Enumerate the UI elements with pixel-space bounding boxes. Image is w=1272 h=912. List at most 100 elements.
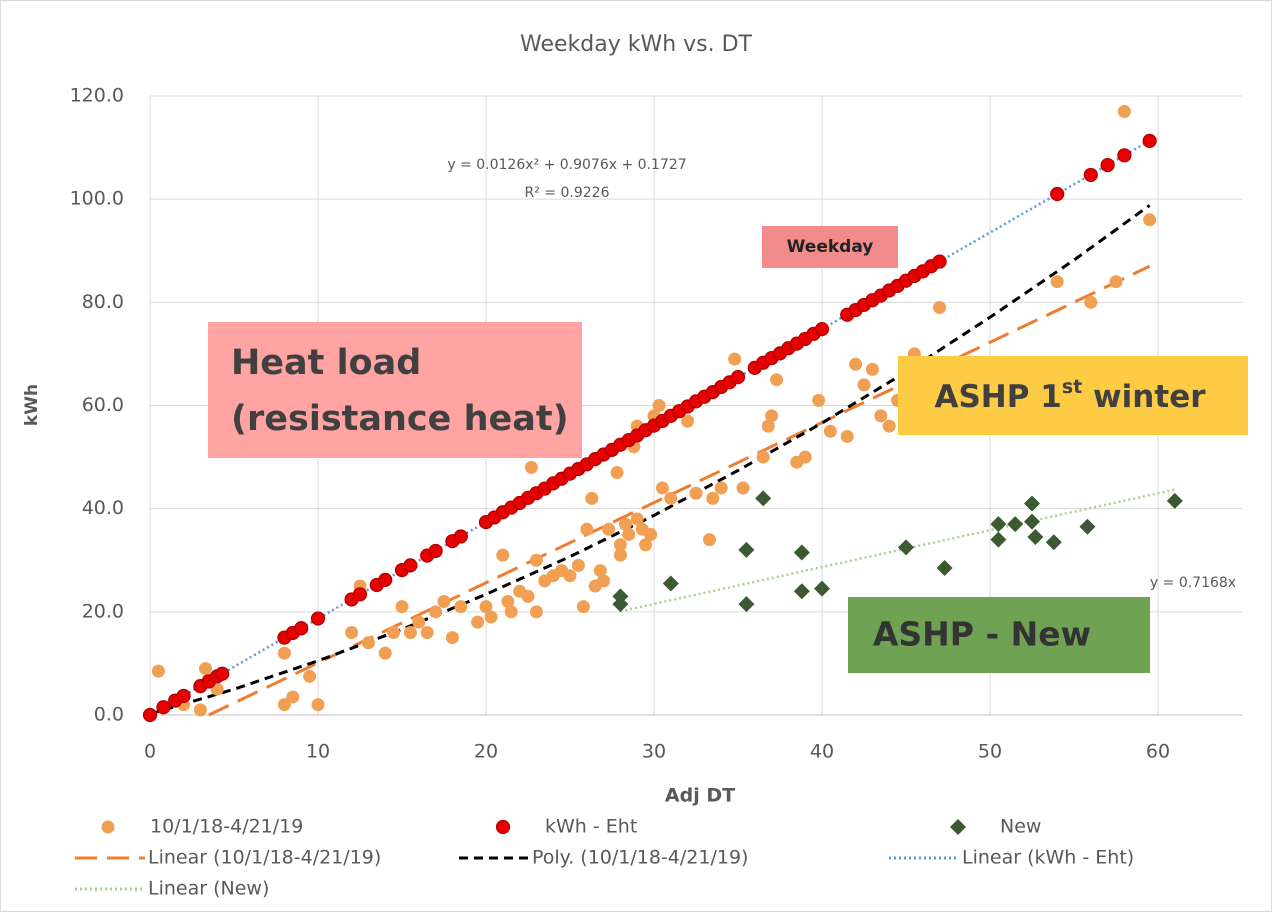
- point: [310, 611, 326, 626]
- point: [277, 646, 291, 660]
- point: [689, 486, 703, 500]
- point: [215, 666, 230, 681]
- diamond-marker: [738, 596, 755, 613]
- point: [622, 527, 636, 541]
- point: [580, 522, 594, 536]
- point: [311, 698, 325, 712]
- chart-title: Weekday kWh vs. DT: [520, 32, 753, 57]
- point: [639, 538, 653, 552]
- diamond-marker: [1045, 534, 1062, 551]
- point: [286, 690, 300, 704]
- annotation-text-part: st: [1062, 376, 1082, 398]
- diamond-marker: [1024, 513, 1040, 530]
- diamond-marker: [1024, 495, 1040, 512]
- x-tick-label: 0: [144, 741, 156, 763]
- diamond-marker: [936, 559, 953, 576]
- point: [387, 625, 401, 639]
- diamond-marker: [612, 588, 629, 605]
- point: [277, 698, 291, 712]
- point: [193, 703, 207, 717]
- y-tick-label: 100.0: [70, 188, 124, 210]
- point: [529, 605, 543, 619]
- point: [571, 558, 585, 572]
- annotation-text: Heat load: [231, 343, 421, 383]
- diamond-marker: [950, 819, 966, 835]
- point: [176, 688, 191, 704]
- point: [412, 615, 426, 629]
- point: [798, 450, 812, 464]
- point: [501, 595, 515, 609]
- point: [428, 543, 443, 559]
- point: [151, 664, 165, 678]
- y-tick-label: 60.0: [82, 394, 124, 416]
- point: [403, 558, 418, 573]
- point: [345, 625, 359, 639]
- trendline: [149, 204, 1151, 716]
- x-axis-label: Adj DT: [665, 785, 735, 807]
- point: [395, 600, 409, 614]
- point: [1084, 295, 1098, 309]
- x-tick-label: 40: [810, 741, 834, 763]
- point: [652, 399, 666, 412]
- annotation-box: [762, 226, 898, 268]
- annotation-text-part: winter: [1082, 379, 1206, 415]
- point: [101, 820, 115, 834]
- point: [770, 373, 784, 387]
- point: [303, 669, 317, 683]
- point: [814, 322, 830, 337]
- point: [812, 393, 826, 407]
- point: [378, 572, 393, 587]
- point: [142, 707, 158, 723]
- point: [857, 378, 871, 392]
- diamond-marker: [1027, 529, 1044, 546]
- point: [823, 424, 837, 438]
- annotation-box: [208, 322, 582, 458]
- diamond-marker: [1079, 518, 1096, 535]
- x-tick-label: 60: [1146, 741, 1170, 763]
- point: [1083, 167, 1098, 183]
- point: [352, 587, 368, 602]
- point: [756, 450, 770, 464]
- point: [597, 574, 611, 588]
- point: [664, 491, 678, 505]
- diamond-marker: [738, 541, 755, 558]
- y-axis-label: kWh: [22, 384, 42, 426]
- point: [865, 362, 879, 376]
- point: [618, 517, 632, 531]
- point: [655, 481, 669, 495]
- diamond-marker: [1007, 516, 1024, 533]
- point: [602, 522, 616, 536]
- point: [496, 548, 510, 562]
- diamond-marker: [662, 575, 679, 592]
- x-tick-label: 10: [306, 741, 330, 763]
- diamond-marker: [990, 531, 1007, 548]
- point: [1142, 133, 1157, 148]
- y-tick-label: 0.0: [94, 704, 124, 726]
- legend-label: Linear (10/1/18-4/21/19): [148, 847, 381, 869]
- point: [529, 553, 543, 567]
- diamond-marker: [755, 490, 772, 507]
- point: [644, 527, 658, 541]
- point: [1117, 104, 1131, 118]
- y-tick-label: 20.0: [82, 600, 124, 622]
- point: [437, 595, 451, 609]
- x-tick-label: 30: [642, 741, 666, 763]
- point: [1050, 275, 1064, 289]
- legend-label: kWh - Eht: [545, 816, 637, 838]
- point: [495, 819, 511, 835]
- point: [714, 481, 728, 495]
- point: [156, 700, 171, 715]
- point: [420, 625, 434, 639]
- point: [453, 529, 468, 544]
- point: [761, 419, 775, 433]
- legend-label: Linear (New): [148, 878, 269, 900]
- legend-label: New: [1000, 816, 1041, 838]
- y-tick-label: 80.0: [82, 291, 124, 313]
- point: [882, 419, 896, 433]
- point: [613, 538, 627, 552]
- point: [484, 610, 498, 624]
- point: [361, 636, 375, 650]
- point: [479, 600, 493, 614]
